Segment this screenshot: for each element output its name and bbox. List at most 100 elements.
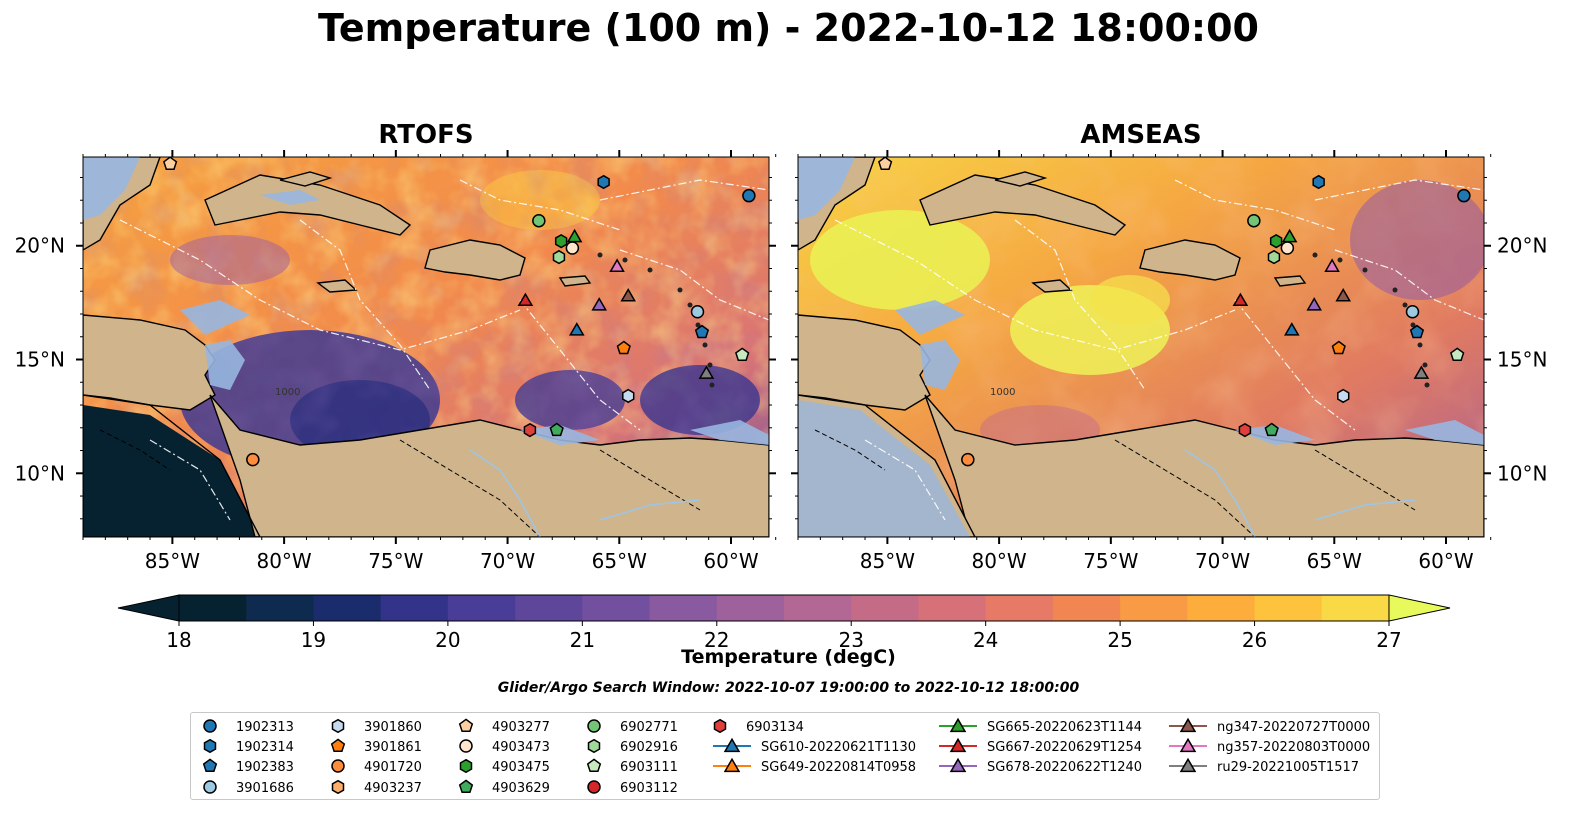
lat-tick-label: 10°N (15, 461, 65, 485)
legend-marker (587, 719, 601, 733)
float-marker-SG678-20220622T1240 (1306, 297, 1322, 311)
colorbar-segment (1052, 595, 1121, 621)
colorbar-extend-low (117, 594, 180, 622)
legend-marker (458, 779, 474, 794)
colorbar-tick-label: 19 (301, 628, 326, 647)
legend-marker (458, 718, 474, 733)
rtofs-frame (82, 156, 770, 538)
figure-title: Temperature (100 m) - 2022-10-12 18:00:0… (317, 6, 1259, 50)
colorbar-segment (918, 595, 987, 621)
lat-tick-label: 15°N (15, 348, 65, 372)
legend-label: 4903473 (492, 740, 550, 755)
float-marker-4903629 (549, 422, 564, 437)
panel-title-rtofs: RTOFS (378, 120, 474, 150)
legend-label: SG610-20220621T1130 (761, 740, 916, 755)
float-marker-4903277 (163, 156, 178, 170)
float-marker-6903134 (523, 422, 537, 438)
colorbar-segment (447, 595, 516, 621)
float-marker-1902314 (597, 174, 610, 190)
land (83, 157, 769, 537)
legend-marker (586, 758, 602, 773)
lat-tick-label: 15°N (1497, 348, 1547, 372)
lon-tick-label: 75°W (368, 549, 423, 573)
lon-tick-label: 70°W (1195, 549, 1250, 573)
colorbar-segment (1254, 595, 1323, 621)
contour-label: 1000 (990, 387, 1015, 398)
panel-title-amseas: AMSEAS (1080, 120, 1202, 150)
lon-tick-label: 60°W (703, 549, 758, 573)
float-marker-4903475 (1269, 234, 1283, 249)
float-marker-SG667-20220629T1254 (1232, 292, 1249, 307)
colorbar-tick-label: 27 (1376, 628, 1401, 647)
colorbar-tick-label: 21 (570, 628, 595, 647)
float-marker-1902313 (1457, 188, 1471, 203)
float-marker-4903629 (1264, 422, 1279, 437)
float-marker-SG678-20220622T1240 (591, 297, 607, 311)
colorbar-tick-label: 26 (1242, 628, 1267, 647)
float-marker-ng347-20220727T0000 (620, 287, 636, 302)
amseas-map: 1000 (798, 157, 1484, 537)
float-marker-3901686 (690, 304, 705, 319)
float-marker-ng347-20220727T0000 (1335, 287, 1351, 302)
legend-label: 3901686 (236, 781, 294, 796)
float-marker-SG667-20220629T1254 (517, 292, 534, 307)
legend-marker (949, 737, 967, 753)
legend-label: 6903111 (620, 760, 678, 775)
search-window-text: Glider/Argo Search Window: 2022-10-07 19… (497, 680, 1080, 696)
rtofs-map: 1000 (83, 157, 769, 537)
colorbar-segment (649, 595, 718, 621)
colorbar-segment (313, 595, 382, 621)
lon-tick-label: 85°W (145, 549, 200, 573)
float-marker-6902771 (1247, 213, 1261, 228)
legend-label: ng357-20220803T0000 (1217, 740, 1370, 755)
lon-tick-label: 65°W (592, 549, 647, 573)
colorbar-segment (985, 595, 1054, 621)
legend-label: 4901720 (364, 760, 422, 775)
float-marker-6903111 (735, 347, 750, 362)
colorbar-segment (1187, 595, 1256, 621)
float-marker-1902313 (742, 188, 756, 203)
colorbar-segment (380, 595, 449, 621)
legend-label: SG649-20220814T0958 (761, 760, 916, 775)
legend-label: 4903237 (364, 781, 422, 796)
legend-label: SG678-20220622T1240 (987, 760, 1142, 775)
legend-marker (331, 759, 345, 773)
warm-water-region (810, 210, 990, 310)
out-of-domain-region (83, 405, 260, 537)
legend-marker (330, 738, 346, 753)
float-marker-1902383 (694, 324, 710, 339)
legend-label: 6903134 (746, 720, 804, 735)
legend: 1902313 1902314 1902383 3901686 3901860 39018… (190, 712, 1380, 800)
legend-marker (203, 738, 217, 754)
float-marker-6903134 (1238, 422, 1252, 438)
legend-label: 6902771 (620, 720, 678, 735)
legend-marker (331, 718, 345, 734)
rivers (469, 449, 701, 537)
float-marker-6902916 (552, 249, 566, 265)
lat-tick-label: 10°N (1497, 461, 1547, 485)
shallow-water (798, 157, 1484, 537)
legend-marker (203, 719, 217, 733)
legend-label: 1902383 (236, 760, 294, 775)
legend-label: 4903475 (492, 760, 550, 775)
legend-marker (202, 758, 218, 773)
legend-label: 3901860 (364, 720, 422, 735)
lon-tick-label: 80°W (256, 549, 311, 573)
colorbar-segment (716, 595, 785, 621)
rivers (1184, 449, 1416, 537)
float-marker-4901720 (246, 452, 260, 467)
float-marker-SG665-20220623T1144 (1281, 228, 1298, 243)
colorbar-segment (851, 595, 919, 621)
lon-tick-label: 70°W (480, 549, 535, 573)
legend-label: ru29-20221005T1517 (1217, 760, 1359, 775)
legend-marker (331, 779, 345, 795)
colorbar-segment (246, 595, 314, 621)
colorbar: 18 19 20 21 22 23 24 25 26 27 (117, 594, 1451, 647)
float-marker-3901686 (1405, 304, 1420, 319)
eez-boundaries (119, 179, 769, 521)
float-marker-3901861 (1331, 340, 1346, 355)
map-panels: 1000 (15, 150, 1547, 573)
colorbar-segment (1120, 595, 1188, 621)
lesser-antilles (597, 252, 715, 388)
colorbar-frame (178, 594, 1390, 622)
